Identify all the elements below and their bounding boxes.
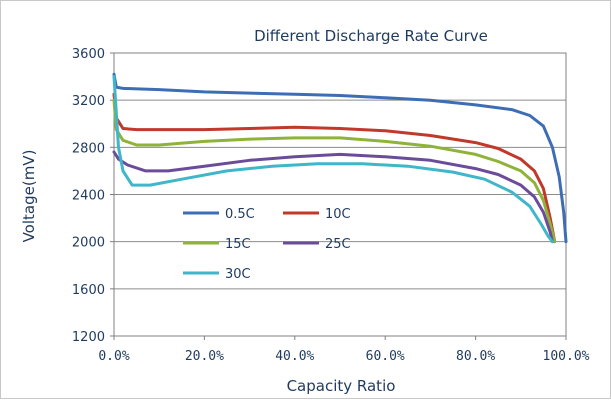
y-tick-label: 1600 [72, 283, 105, 298]
x-axis-title: Capacity Ratio [287, 377, 396, 395]
x-tick-label: 0.0% [98, 349, 129, 364]
series-lines [112, 72, 568, 244]
legend-label: 25C [325, 237, 351, 252]
series-line-5 [112, 75, 554, 244]
series-line-1 [112, 72, 568, 244]
legend-label: 15C [225, 237, 251, 252]
y-axis-title: Voltage(mV) [20, 150, 38, 243]
y-tick-label: 2400 [72, 189, 105, 204]
x-tick-label: 40.0% [275, 349, 314, 364]
series-line-2 [112, 92, 557, 244]
legend-label: 10C [325, 207, 351, 222]
legend: 0.5C 10C 15C 25C 30C [183, 207, 351, 282]
legend-label: 30C [225, 267, 251, 282]
x-tick-label: 20.0% [185, 349, 224, 364]
legend-label: 0.5C [225, 207, 255, 222]
x-tick-label: 100.0% [543, 349, 590, 364]
y-tick-label: 1200 [72, 330, 105, 345]
y-tick-label: 3600 [72, 47, 105, 62]
series-line-4 [112, 150, 554, 244]
series-line-3 [112, 98, 557, 244]
axis-ticks: 1200 1600 2000 2400 2800 3200 3600 0.0% 20.0% 40.… [72, 47, 590, 364]
y-tick-label: 2800 [72, 141, 105, 156]
chart-title: Different Discharge Rate Curve [254, 27, 488, 45]
x-tick-label: 80.0% [456, 349, 495, 364]
x-tick-label: 60.0% [366, 349, 405, 364]
y-tick-label: 2000 [72, 236, 105, 251]
y-tick-label: 3200 [72, 94, 105, 109]
